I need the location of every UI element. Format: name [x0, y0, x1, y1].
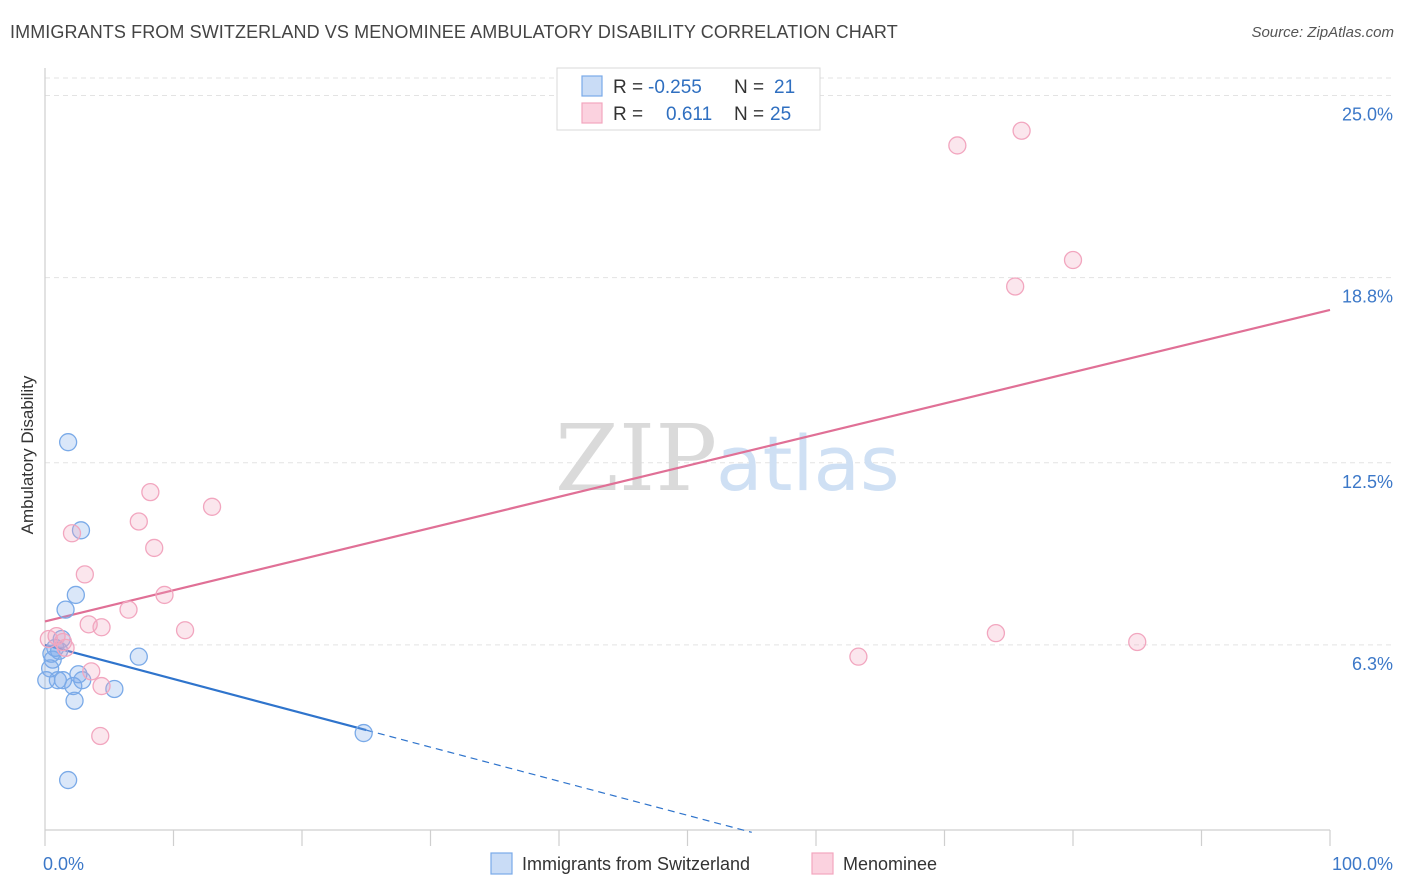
menominee-point-14	[175, 621, 195, 640]
trend-lines	[44, 308, 1331, 833]
menominee-point-6	[129, 512, 148, 531]
trend-line-0	[44, 643, 367, 732]
menominee-point-3	[1006, 277, 1025, 296]
menominee-point-21	[849, 647, 868, 666]
switzerland-point-17	[65, 691, 84, 710]
switzerland-point-12	[64, 676, 83, 696]
switzerland-point-0	[58, 433, 78, 452]
axes	[44, 68, 1331, 846]
legend-swatch-menominee	[581, 102, 603, 124]
y-tick-label-1: 12.5%	[1342, 472, 1393, 492]
y-tick-labels: 6.3% 12.5% 18.8% 25.0%	[1342, 105, 1393, 674]
watermark: ZIP atlas	[555, 405, 900, 512]
x-tick-label-min: 0.0%	[43, 854, 84, 874]
trend-line-1	[44, 308, 1331, 623]
menominee-point-1	[1012, 121, 1031, 140]
source-label: Source: ZipAtlas.com	[1251, 24, 1394, 41]
legend-r-label-2: R =	[613, 104, 643, 125]
menominee-point-10	[155, 585, 174, 605]
menominee-point-18	[82, 662, 101, 681]
legend-swatch-switzerland	[581, 75, 603, 97]
y-tick-label-3: 25.0%	[1342, 105, 1393, 125]
trend-line-extension-0	[366, 729, 752, 833]
menominee-point-0	[948, 136, 967, 155]
menominee-point-8	[62, 524, 82, 543]
y-tick-label-0: 6.3%	[1352, 654, 1393, 674]
legend-n-value-1: 21	[774, 77, 795, 98]
legend-n-label-2: N =	[734, 104, 764, 125]
watermark-zip: ZIP	[555, 405, 717, 512]
switzerland-point-16	[129, 647, 148, 666]
switzerland-point-19	[58, 770, 78, 790]
series-legend: Immigrants from Switzerland Menominee	[490, 852, 937, 875]
watermark-atlas: atlas	[716, 419, 900, 508]
menominee-point-19	[92, 676, 111, 696]
data-points	[37, 121, 1147, 790]
menominee-point-9	[75, 565, 94, 584]
chart-title: IMMIGRANTS FROM SWITZERLAND VS MENOMINEE…	[10, 22, 898, 42]
menominee-point-20	[91, 726, 110, 746]
legend-r-value-2: 0.611	[666, 104, 712, 125]
x-tick-label-max: 100.0%	[1332, 854, 1393, 874]
legend-r-value-1: -0.255	[648, 77, 702, 98]
menominee-point-24	[39, 629, 59, 649]
menominee-point-7	[145, 538, 164, 558]
gridlines	[45, 77, 1393, 646]
menominee-point-2	[1063, 250, 1083, 270]
legend-n-value-2: 25	[770, 104, 791, 125]
legend-r-label-1: R =	[613, 77, 643, 98]
menominee-point-23	[1128, 632, 1147, 652]
menominee-point-17	[56, 638, 75, 657]
legend-n-label-1: N =	[734, 77, 764, 98]
y-tick-label-2: 18.8%	[1342, 287, 1393, 307]
series-label-switzerland: Immigrants from Switzerland	[522, 854, 750, 874]
series-swatch-menominee	[811, 852, 834, 875]
menominee-point-13	[92, 618, 111, 637]
menominee-point-22	[986, 624, 1006, 643]
series-swatch-switzerland	[490, 852, 513, 875]
menominee-point-5	[202, 497, 222, 516]
stats-legend: R = -0.255 N = 21 R = 0.611 N = 25	[556, 67, 821, 131]
x-tick-labels: 0.0% 100.0%	[43, 854, 1393, 874]
switzerland-point-18	[354, 723, 373, 743]
switzerland-point-2	[56, 600, 75, 619]
menominee-point-11	[119, 600, 138, 619]
series-label-menominee: Menominee	[843, 854, 937, 874]
menominee-point-4	[141, 482, 160, 502]
switzerland-point-3	[66, 585, 85, 605]
